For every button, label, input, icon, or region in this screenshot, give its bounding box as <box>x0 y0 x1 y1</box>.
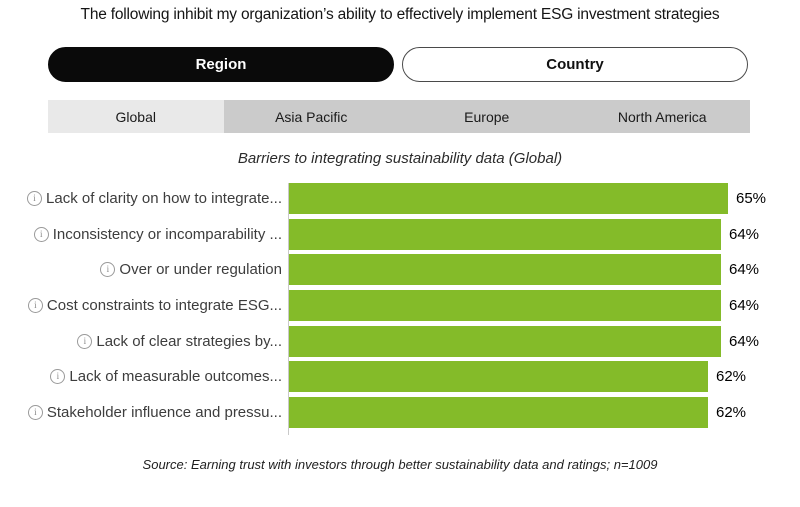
bar-category-text: Lack of measurable outcomes... <box>69 368 282 386</box>
bar-category-label: i Lack of clarity on how to integrate... <box>0 190 282 207</box>
bar[interactable] <box>289 183 728 214</box>
info-circle-icon[interactable]: i <box>27 191 43 206</box>
info-circle-icon[interactable]: i <box>77 333 93 349</box>
bar-row: i Cost constraints to integrate ESG... 64% <box>0 290 800 322</box>
bar-category-text: Lack of clarity on how to integrate... <box>46 190 282 207</box>
bar[interactable] <box>289 254 721 286</box>
info-circle-icon[interactable]: i <box>27 405 43 421</box>
bar-value-label: 62% <box>716 368 747 386</box>
bar-row: i Lack of clarity on how to integrate... 6… <box>0 183 800 214</box>
info-circle-icon[interactable]: i <box>100 262 116 278</box>
tab-europe[interactable]: Europe <box>399 100 575 133</box>
bar-category-label: i Cost constraints to integrate ESG... <box>0 297 282 314</box>
bar-track: 62% <box>289 397 747 429</box>
bar-track: 64% <box>289 325 760 357</box>
region-toggle-button[interactable]: Region <box>48 47 394 82</box>
bar[interactable] <box>289 361 708 393</box>
bar-rows: i Lack of clarity on how to integrate... 6… <box>0 183 800 429</box>
bar-category-text: Inconsistency or incomparability ... <box>52 225 282 243</box>
bar-row: i Lack of clear strategies by... 64% <box>0 325 800 357</box>
tab-north-america[interactable]: North America <box>574 100 750 133</box>
info-circle-icon[interactable]: i <box>33 226 49 242</box>
page-title: The following inhibit my organization’s … <box>80 6 720 23</box>
info-circle-icon[interactable]: i <box>27 298 43 314</box>
bar-value-label: 64% <box>729 297 760 315</box>
bar[interactable] <box>289 397 708 429</box>
source-note: Source: Earning trust with investors thr… <box>142 457 658 472</box>
bar-track: 64% <box>289 254 760 286</box>
info-circle-icon[interactable]: i <box>50 369 66 385</box>
bar-track: 62% <box>289 361 747 393</box>
bar-row: i Over or under regulation 64% <box>0 254 800 286</box>
tab-global[interactable]: Global <box>48 100 224 133</box>
bar[interactable] <box>289 290 721 322</box>
bar-row: i Stakeholder influence and pressu... 62% <box>0 397 800 429</box>
bar-value-label: 62% <box>716 404 747 422</box>
bar-category-text: Lack of clear strategies by... <box>96 332 282 350</box>
bar[interactable] <box>289 325 721 357</box>
tab-asia-pacific[interactable]: Asia Pacific <box>223 100 399 133</box>
bar-category-text: Cost constraints to integrate ESG... <box>46 297 282 315</box>
bar[interactable] <box>289 218 721 250</box>
bar-category-label: i Stakeholder influence and pressu... <box>0 404 282 421</box>
bar-value-label: 65% <box>736 190 767 207</box>
bar-track: 64% <box>289 218 760 250</box>
bar-category-text: Over or under regulation <box>119 261 282 279</box>
chart-title: Barriers to integrating sustainability d… <box>237 150 563 167</box>
bar-category-text: Stakeholder influence and pressu... <box>46 404 282 422</box>
bar-row: i Inconsistency or incomparability ... 64% <box>0 218 800 250</box>
region-tab-bar: Global Asia Pacific Europe North America <box>48 100 750 133</box>
bar-category-label: i Inconsistency or incomparability ... <box>0 226 282 243</box>
bar-value-label: 64% <box>729 261 760 279</box>
bar-value-label: 64% <box>729 332 760 350</box>
bar-value-label: 64% <box>729 225 760 243</box>
country-toggle-button[interactable]: Country <box>402 47 748 82</box>
bar-row: i Lack of measurable outcomes... 62% <box>0 361 800 393</box>
bar-category-label: i Lack of clear strategies by... <box>0 333 282 350</box>
bar-track: 65% <box>289 183 766 214</box>
bar-category-label: i Lack of measurable outcomes... <box>0 368 282 385</box>
region-country-toggle: Region Country <box>48 47 748 82</box>
bar-track: 64% <box>289 290 760 322</box>
bar-category-label: i Over or under regulation <box>0 261 282 278</box>
chart-y-axis-line <box>288 183 289 435</box>
